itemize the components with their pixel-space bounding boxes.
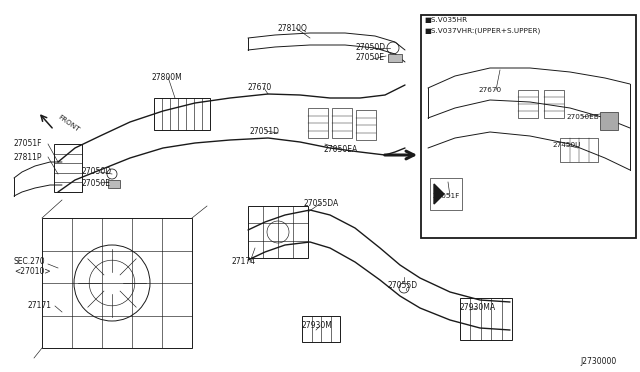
Text: SEC.270: SEC.270 xyxy=(14,257,45,266)
Bar xyxy=(544,90,564,118)
Text: 27670: 27670 xyxy=(247,83,271,93)
Bar xyxy=(356,110,376,140)
Text: 27810Q: 27810Q xyxy=(278,23,308,32)
Bar xyxy=(421,15,636,238)
Bar xyxy=(302,316,340,342)
Text: 27050E: 27050E xyxy=(355,54,384,62)
Bar xyxy=(460,298,512,340)
Text: 27171: 27171 xyxy=(28,301,52,311)
Text: 27055DA: 27055DA xyxy=(303,199,339,208)
Bar xyxy=(430,178,462,210)
Text: 27050E: 27050E xyxy=(82,179,111,187)
Bar xyxy=(518,90,538,118)
Bar xyxy=(560,138,598,162)
Text: <27010>: <27010> xyxy=(14,266,51,276)
Bar xyxy=(388,54,402,62)
Bar xyxy=(308,108,328,138)
Text: 27174: 27174 xyxy=(232,257,256,266)
Text: 27930MA: 27930MA xyxy=(459,304,495,312)
Text: 27051D: 27051D xyxy=(250,126,280,135)
Bar xyxy=(248,206,308,258)
Bar xyxy=(600,112,618,130)
Text: ■S.V035HR: ■S.V035HR xyxy=(424,17,467,23)
Text: 27450U: 27450U xyxy=(552,142,580,148)
Text: ■S.V037VHR:(UPPER+S.UPPER): ■S.V037VHR:(UPPER+S.UPPER) xyxy=(424,28,540,35)
Bar xyxy=(332,108,352,138)
Text: 27051F: 27051F xyxy=(14,140,42,148)
Text: 27051F: 27051F xyxy=(432,193,460,199)
Text: 27055D: 27055D xyxy=(388,282,418,291)
Polygon shape xyxy=(434,184,444,204)
Text: J2730000: J2730000 xyxy=(580,357,616,366)
Text: 27050EB: 27050EB xyxy=(566,114,599,120)
Bar xyxy=(154,98,210,130)
Bar xyxy=(54,144,82,192)
Text: 27050D: 27050D xyxy=(82,167,112,176)
Text: FRONT: FRONT xyxy=(57,113,81,132)
Text: 27050EA: 27050EA xyxy=(323,144,357,154)
Bar xyxy=(108,180,120,188)
Text: 27811P: 27811P xyxy=(14,153,42,161)
Bar xyxy=(42,218,192,348)
Text: 27930M: 27930M xyxy=(302,321,333,330)
Text: 27050D: 27050D xyxy=(355,44,385,52)
Text: 27800M: 27800M xyxy=(152,73,183,81)
Text: 27670: 27670 xyxy=(478,87,501,93)
